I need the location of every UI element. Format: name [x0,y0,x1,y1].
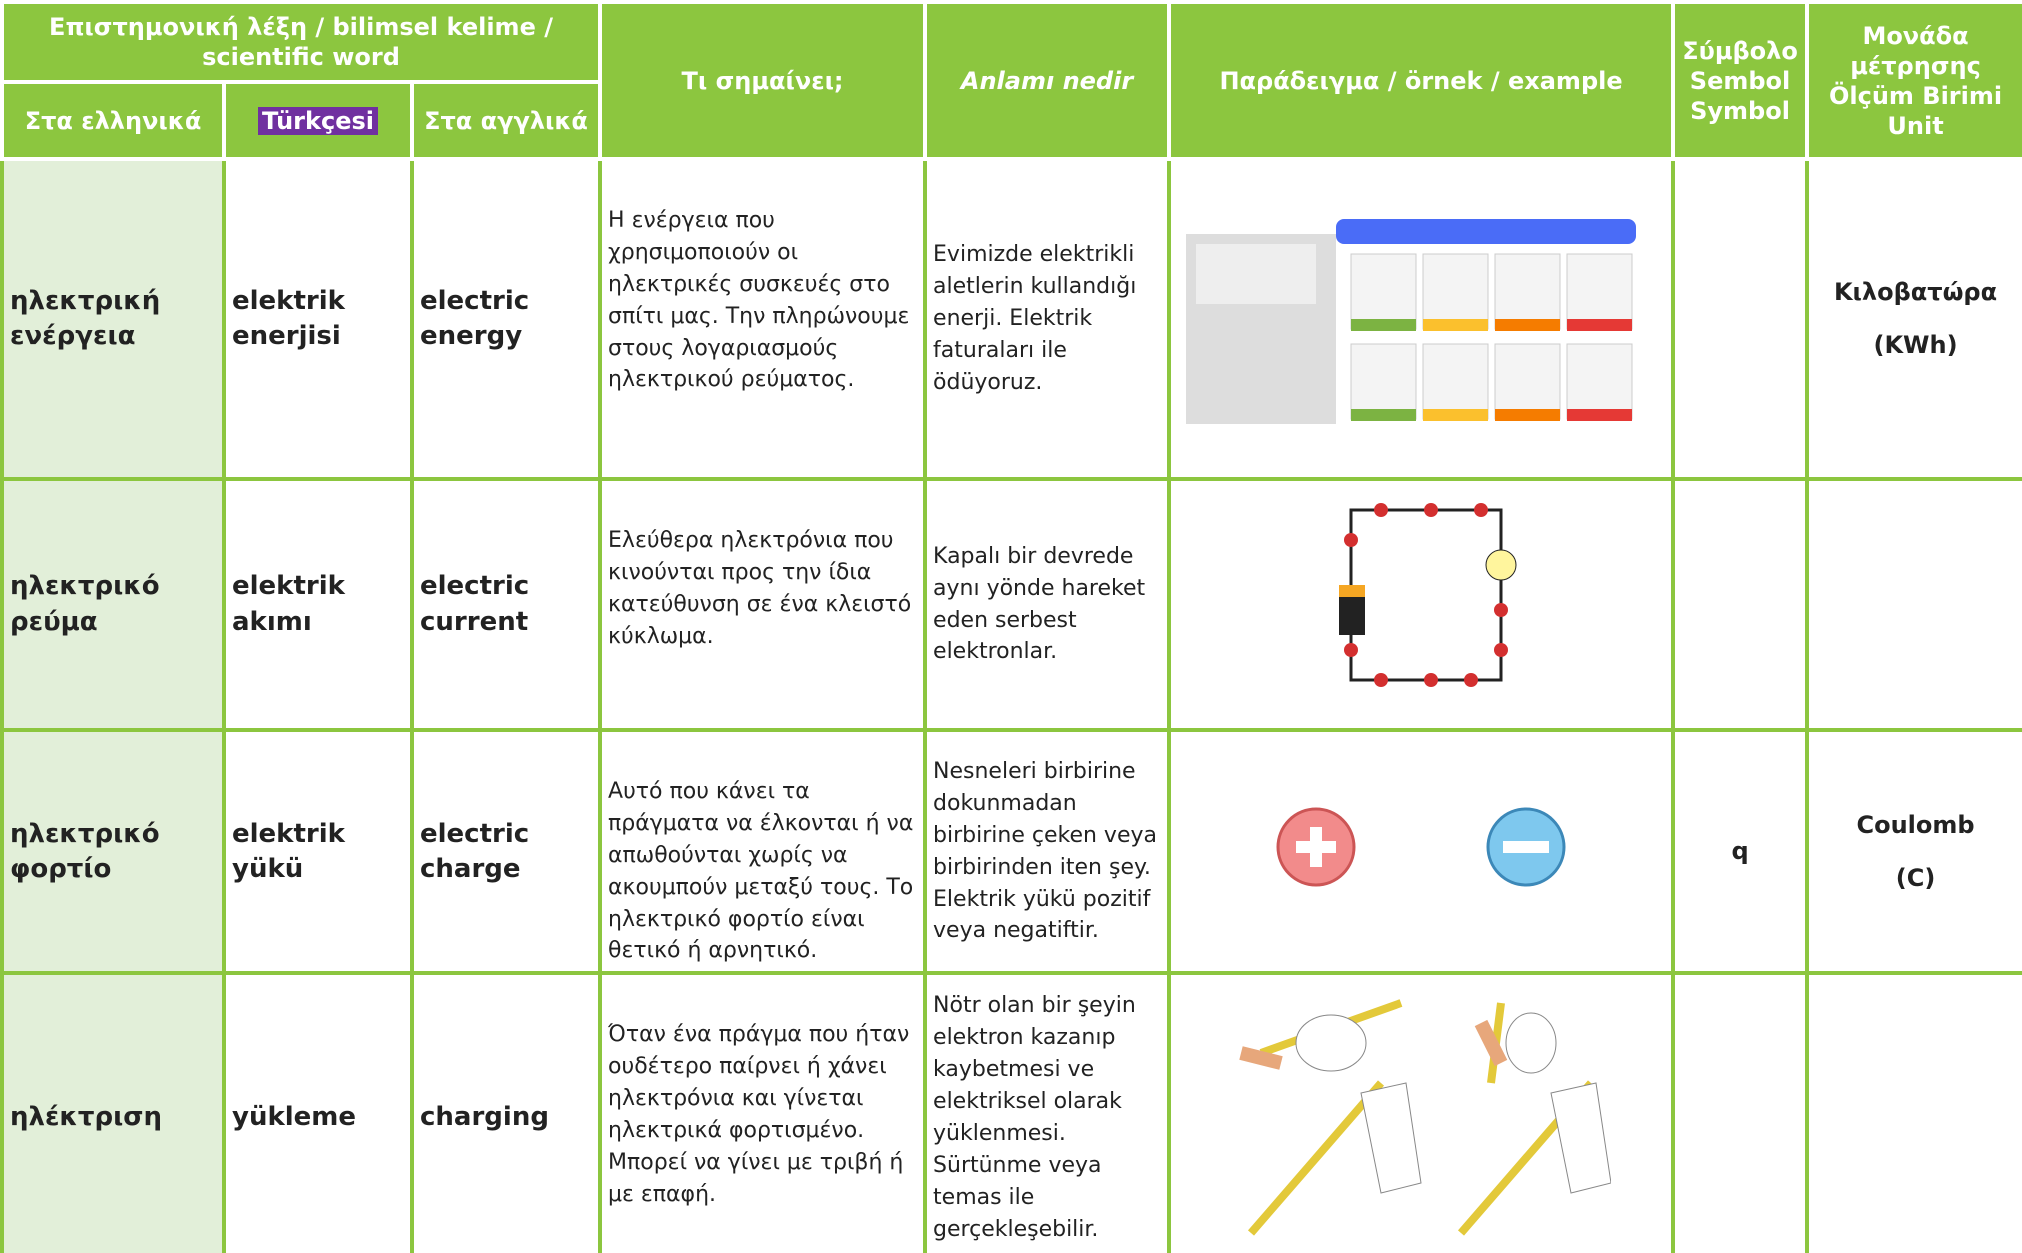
english-word: electric charge [409,727,603,976]
greek-word: ηλεκτρική ενέργεια [0,157,226,481]
text-line: Μονάδα [1862,21,1969,50]
text-line: (KWh) [1873,331,1958,359]
text-line: (C) [1895,863,1936,892]
example-image [1167,971,1676,1253]
row: ηλεκτρικό ρεύμα elektrik akımı electric cu… [0,477,2022,732]
english-word: electric current [409,477,603,732]
illustration [1239,999,1612,1236]
illustration [1339,502,1517,687]
illustration [1186,219,1637,425]
meaning-greek: Όταν ένα πράγμα που ήταν ουδέτερο παίρνε… [598,971,928,1253]
meaning-turkish: Nötr olan bir şeyin elektron kazanıp kay… [923,971,1172,1253]
unit [1805,971,2022,1253]
greek-word: ηλεκτρικό φορτίο [0,727,226,976]
row: ηλεκτρική ενέργεια elektrik enerjisi elect… [0,157,2022,481]
header-turkish-text: Türkçesi [258,106,378,135]
illustration [1276,807,1566,887]
symbol [1671,157,1810,481]
symbol [1671,971,1810,1253]
header-greek: Στα ελληνικά [0,80,226,161]
row: ηλεκτρικό φορτίο elektrik yükü electric ch… [0,727,2022,976]
table-body: ηλεκτρική ενέργεια elektrik enerjisi elect… [0,157,2022,1253]
meaning-turkish: Kapalı bir devrede aynı yönde hareket ed… [923,477,1172,732]
text-line: Sembol [1689,66,1791,95]
turkish-word: elektrik yükü [222,727,414,976]
turkish-word: elektrik akımı [222,477,414,732]
greek-word: ηλεκτρικό ρεύμα [0,477,226,732]
header-symbol: Σύμβολο Sembol Symbol [1671,0,1810,161]
turkish-word: yükleme [222,971,414,1253]
text-line: Symbol [1690,96,1790,125]
header-unit: Μονάδα μέτρησης Ölçüm Birimi Unit [1805,0,2022,161]
meaning-greek: Η ενέργεια που χρησιμοποιούν οι ηλεκτρικ… [598,157,928,481]
meaning-turkish: Evimizde elektrikli aletlerin kullandığı… [923,157,1172,481]
turkish-word: elektrik enerjisi [222,157,414,481]
header-meaning-tr: Anlamı nedir [923,0,1172,161]
text-line: Σύμβολο [1682,36,1798,65]
symbol [1671,477,1810,732]
meaning-turkish: Nesneleri birbirine dokunmadan birbirine… [923,727,1172,976]
header-english: Στα αγγλικά [409,80,603,161]
header-meaning-gr: Τι σημαίνει; [598,0,928,161]
text-line: Coulomb [1856,810,1975,839]
header-example: Παράδειγμα / örnek / example [1167,0,1676,161]
example-image [1167,727,1676,976]
header-turkish: Türkçesi [222,80,414,161]
row: ηλέκτριση yükleme charging Όταν ένα πράγμα … [0,971,2022,1253]
text-line: q [1731,837,1749,866]
english-word: charging [409,971,603,1253]
unit: Κιλοβατώρα (KWh) [1805,157,2022,481]
text-line: Unit [1887,111,1944,140]
header-word-group: Επιστημονική λέξη / bilimsel kelime / sc… [0,0,603,84]
example-image [1167,157,1676,481]
unit [1805,477,2022,732]
greek-word: ηλέκτριση [0,971,226,1253]
symbol: q [1671,727,1810,976]
example-image [1167,477,1676,732]
text-line: Κιλοβατώρα [1833,278,1998,307]
unit: Coulomb (C) [1805,727,2022,976]
meaning-greek: Αυτό που κάνει τα πράγματα να έλκονται ή… [598,727,928,976]
text-line: μέτρησης [1850,51,1981,80]
english-word: electric energy [409,157,603,481]
meaning-greek: Ελεύθερα ηλεκτρόνια που κινούνται προς τ… [598,477,928,732]
text-line: Ölçüm Birimi [1828,81,2003,110]
